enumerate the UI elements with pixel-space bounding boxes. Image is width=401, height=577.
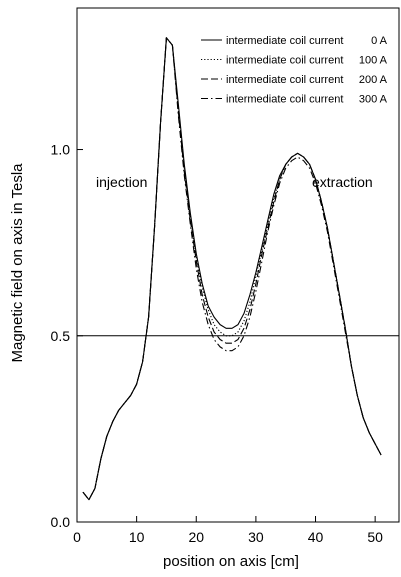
annotations: injection extraction <box>96 174 373 190</box>
x-tick-label: 10 <box>129 529 145 545</box>
legend-entry-label: intermediate coil current <box>226 74 343 86</box>
x-axis: 0 10 20 30 40 50 <box>73 516 383 545</box>
series-lines <box>82 37 382 501</box>
x-tick-label: 40 <box>308 529 324 545</box>
series-line-0a <box>82 37 382 501</box>
x-tick-label: 30 <box>248 529 264 545</box>
x-tick-label: 0 <box>73 529 81 545</box>
x-axis-title: position on axis [cm] <box>163 553 299 570</box>
legend-entry-label: intermediate coil current <box>226 94 343 106</box>
y-tick-label: 1.0 <box>51 142 71 158</box>
series-line-300a <box>82 37 382 501</box>
legend-entry-current: 0 A <box>371 35 388 47</box>
y-tick-label: 0.5 <box>51 328 71 344</box>
legend-entry-label: intermediate coil current <box>226 35 343 47</box>
series-line-100a <box>82 37 382 501</box>
y-axis: 0.0 0.5 1.0 <box>51 142 83 530</box>
x-tick-label: 20 <box>188 529 204 545</box>
legend-entry-current: 100 A <box>359 55 388 67</box>
y-tick-label: 0.0 <box>51 514 71 530</box>
series-line-200a <box>82 37 382 501</box>
legend-entry-current: 200 A <box>359 74 388 86</box>
plot-frame <box>76 7 400 523</box>
legend-entry-label: intermediate coil current <box>226 55 343 67</box>
legend: intermediate coil current 0 A intermediate… <box>201 35 388 106</box>
plot-area <box>76 7 400 523</box>
x-tick-label: 50 <box>367 529 383 545</box>
annotation-extraction: extraction <box>312 174 373 190</box>
legend-entry-current: 300 A <box>359 94 388 106</box>
y-axis-title: Magnetic field on axis in Tesla <box>9 163 26 363</box>
annotation-injection: injection <box>96 174 147 190</box>
